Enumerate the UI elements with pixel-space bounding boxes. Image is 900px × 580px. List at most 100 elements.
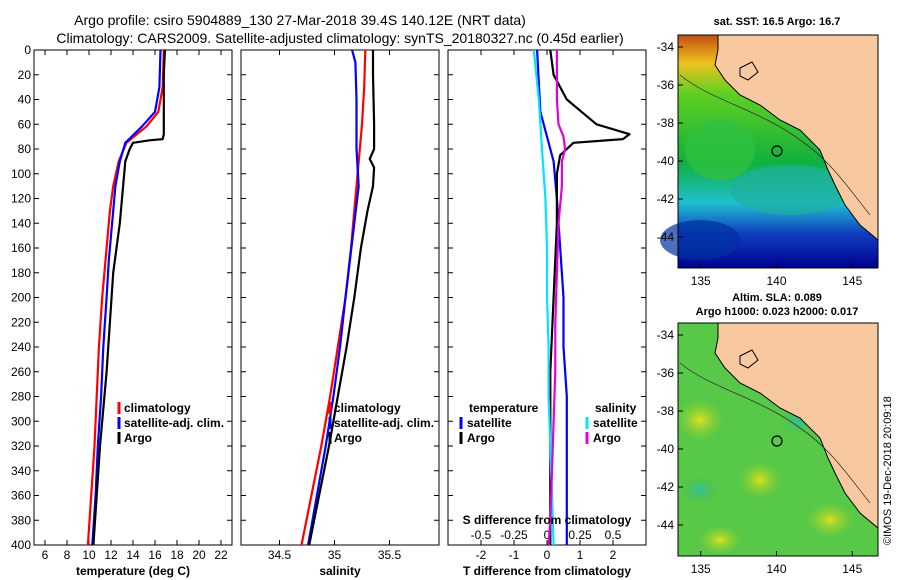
x-tick-label: 1 (577, 548, 584, 562)
sla-map-title-1: Altim. SLA: 0.089 (732, 292, 822, 304)
x-tick-label: 0 (544, 548, 551, 562)
sla-patch (738, 460, 782, 500)
legend-heading-salinity: salinity (595, 401, 637, 415)
series-line-t-argo (549, 49, 631, 545)
title-line-2: Climatology: CARS2009. Satellite-adjuste… (56, 30, 623, 46)
sla-island (739, 349, 759, 369)
sla-land (714, 322, 879, 530)
map-y-tick-label: -38 (657, 116, 675, 130)
series-line-s-satellite (532, 49, 555, 546)
y-tick-label: 60 (18, 117, 32, 131)
x-tick-label: 35 (328, 548, 342, 562)
map-y-tick-label: -40 (657, 442, 675, 456)
y-tick-label: 400 (11, 538, 31, 552)
salinity-xlabel: salinity (319, 564, 361, 578)
temperature-axes (33, 49, 233, 546)
legend-label-t-satellite: satellite (467, 416, 512, 430)
difference-legend-salinity: salinity satellite Argo (585, 401, 638, 445)
y-tick-label: 220 (11, 315, 31, 329)
salinity-legend: climatology satellite-adj. clim. Argo (328, 401, 434, 445)
series-line-satellite-adj-clim- (91, 49, 162, 546)
sst-map (660, 34, 879, 269)
y-tick-label: 100 (11, 167, 31, 181)
map-x-tick-label: 140 (766, 562, 786, 576)
sst-argo-marker (771, 145, 783, 157)
series-line-satellite-adj-clim- (307, 49, 360, 546)
x-tick-label: 8 (64, 548, 71, 562)
profile-plots (86, 49, 631, 546)
sst-map-title: sat. SST: 16.5 Argo: 16.7 (714, 16, 841, 28)
s-difference-label: S difference from climatology (463, 513, 632, 527)
series-line-s-argo (547, 50, 567, 546)
map-x-tick-label: 135 (691, 562, 711, 576)
y-tick-label: 40 (18, 93, 32, 107)
map-y-tick-label: -34 (657, 328, 675, 342)
sst-contour (679, 74, 871, 216)
series-line-climatology (86, 49, 165, 546)
sla-map (675, 322, 879, 557)
y-tick-label: 160 (11, 241, 31, 255)
axis-ticks: 6 8 10 12 14 16 18 20 22020406080100120140160180… (11, 43, 646, 562)
y-tick-label: 120 (11, 192, 31, 206)
x-tick-label: 16 (148, 548, 162, 562)
legend-label-satclim: satellite-adj. clim. (334, 416, 434, 430)
x-tick-label: -2 (476, 548, 487, 562)
s-tick-label: 0.5 (605, 528, 622, 542)
legend-label-s-argo: Argo (593, 431, 621, 445)
series-line-t-satellite (536, 49, 568, 545)
legend-label-argo: Argo (124, 431, 152, 445)
y-tick-label: 20 (18, 68, 32, 82)
sst-patch (660, 220, 740, 260)
y-tick-label: 380 (11, 513, 31, 527)
map-y-tick-label: -40 (657, 154, 675, 168)
map-y-tick-label: -44 (657, 230, 675, 244)
x-tick-label: 20 (192, 548, 206, 562)
sst-frame (677, 34, 879, 269)
imos-credit: ©IMOS 19-Dec-2018 20:09:18 (882, 396, 894, 545)
x-tick-label: 22 (214, 548, 228, 562)
map-y-tick-label: -42 (657, 192, 675, 206)
legend-label-satclim: satellite-adj. clim. (124, 416, 224, 430)
s-tick-label: 0 (544, 528, 551, 542)
sla-frame (677, 322, 879, 557)
sla-patch (805, 502, 855, 538)
sla-patch (680, 474, 720, 506)
x-tick-label: -1 (509, 548, 520, 562)
legend-label-clim: climatology (334, 401, 401, 415)
x-tick-label: 35.5 (378, 548, 402, 562)
sla-ticks: -34 -36 -38 -40 -42 -44 135 140 145 (657, 328, 863, 576)
map-y-tick-label: -44 (657, 518, 675, 532)
map-y-tick-label: -36 (657, 78, 675, 92)
y-tick-label: 200 (11, 291, 31, 305)
y-tick-label: 320 (11, 439, 31, 453)
s-tick-label: 0.25 (568, 528, 592, 542)
title-line-1: Argo profile: csiro 5904889_130 27-Mar-2… (74, 12, 526, 28)
s-tick-label: -0.5 (471, 528, 492, 542)
legend-label-argo: Argo (334, 431, 362, 445)
x-tick-label: 18 (170, 548, 184, 562)
sst-patch (730, 165, 850, 215)
map-y-tick-label: -42 (657, 480, 675, 494)
y-tick-label: 140 (11, 216, 31, 230)
sla-patch (675, 398, 725, 442)
map-x-tick-label: 145 (842, 562, 862, 576)
y-tick-label: 300 (11, 414, 31, 428)
sla-contour (679, 362, 871, 504)
y-tick-label: 180 (11, 266, 31, 280)
map-x-tick-label: 145 (842, 274, 862, 288)
y-tick-label: 360 (11, 489, 31, 503)
series-line-argo (92, 49, 166, 546)
s-tick-label: -0.25 (500, 528, 528, 542)
map-y-tick-label: -36 (657, 366, 675, 380)
y-tick-label: 80 (18, 142, 32, 156)
sla-patch (698, 525, 742, 555)
temperature-xlabel: temperature (deg C) (76, 564, 190, 578)
x-tick-label: 12 (104, 548, 118, 562)
legend-label-t-argo: Argo (467, 431, 495, 445)
legend-heading-temperature: temperature (469, 401, 539, 415)
legend-label-clim: climatology (124, 401, 191, 415)
sla-argo-marker (771, 435, 783, 447)
map-x-tick-label: 140 (766, 274, 786, 288)
sst-ticks: -34 -36 -38 -40 -42 -44 135 140 145 (657, 40, 863, 288)
